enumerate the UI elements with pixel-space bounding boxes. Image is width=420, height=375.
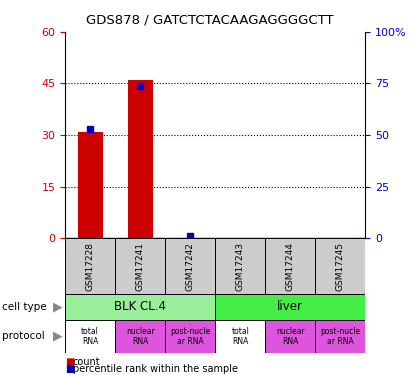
Text: nuclear
RNA: nuclear RNA <box>126 327 155 346</box>
Text: ▶: ▶ <box>53 300 63 313</box>
Text: percentile rank within the sample: percentile rank within the sample <box>73 364 238 374</box>
Bar <box>315 238 365 294</box>
Text: protocol: protocol <box>2 332 45 341</box>
Bar <box>65 238 115 294</box>
Text: post-nucle
ar RNA: post-nucle ar RNA <box>320 327 360 346</box>
Text: BLK CL.4: BLK CL.4 <box>114 300 166 313</box>
Bar <box>265 320 315 353</box>
Text: GSM17241: GSM17241 <box>136 242 144 291</box>
Bar <box>215 294 365 320</box>
Text: GSM17242: GSM17242 <box>186 242 195 291</box>
Bar <box>78 132 102 238</box>
Text: count: count <box>73 357 100 367</box>
Text: GDS878 / GATCTCTACAAGAGGGGCTT: GDS878 / GATCTCTACAAGAGGGGCTT <box>86 13 334 26</box>
Bar <box>165 320 215 353</box>
Bar <box>128 80 153 238</box>
Bar <box>165 238 215 294</box>
Text: total
RNA: total RNA <box>81 327 99 346</box>
Bar <box>215 238 265 294</box>
Bar <box>115 320 165 353</box>
Text: GSM17244: GSM17244 <box>286 242 295 291</box>
Text: ■: ■ <box>65 364 74 374</box>
Text: ■: ■ <box>65 357 74 367</box>
Text: post-nucle
ar RNA: post-nucle ar RNA <box>170 327 210 346</box>
Text: GSM17245: GSM17245 <box>336 242 345 291</box>
Text: GSM17243: GSM17243 <box>236 242 245 291</box>
Text: cell type: cell type <box>2 302 47 312</box>
Bar <box>115 238 165 294</box>
Text: liver: liver <box>277 300 303 313</box>
Bar <box>65 320 115 353</box>
Bar <box>265 238 315 294</box>
Bar <box>65 294 215 320</box>
Text: ▶: ▶ <box>53 330 63 343</box>
Text: nuclear
RNA: nuclear RNA <box>276 327 304 346</box>
Text: GSM17228: GSM17228 <box>86 242 94 291</box>
Text: total
RNA: total RNA <box>231 327 249 346</box>
Bar <box>315 320 365 353</box>
Bar <box>215 320 265 353</box>
